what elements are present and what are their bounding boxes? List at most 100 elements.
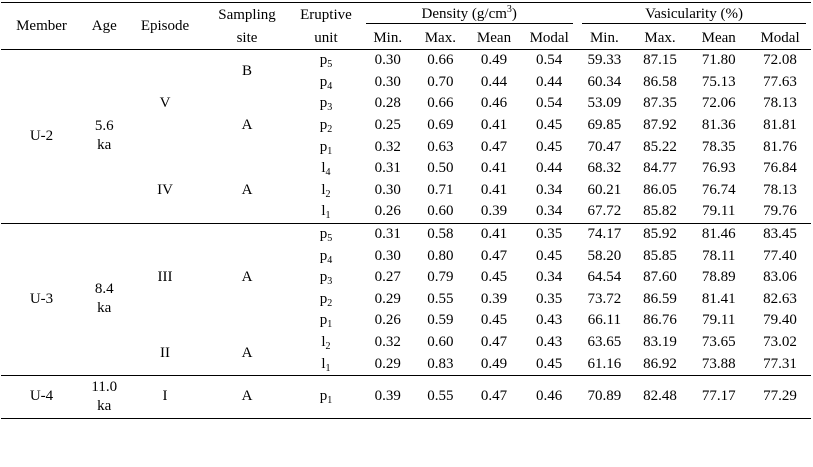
vesicularity-min-cell: 63.65 — [587, 334, 622, 351]
vesicularity-modal-cell: 77.31 — [749, 353, 811, 376]
table-row: l2 0.30 0.71 0.41 0.34 60.21 86.05 76.74 78.13 — [1, 180, 811, 202]
vesicularity-modal-cell: 78.13 — [763, 181, 797, 198]
eruptive-unit-cell: p3 — [319, 95, 333, 114]
header-age: Age — [81, 2, 127, 50]
density-min-cell: 0.28 — [374, 95, 401, 112]
density-modal-cell: 0.34 — [521, 201, 578, 224]
vesicularity-modal-cell: 79.40 — [763, 312, 797, 329]
density-min-cell: 0.32 — [374, 334, 401, 351]
density-mean-cell: 0.49 — [466, 353, 522, 376]
density-max-cell: 0.50 — [427, 160, 454, 177]
table-row: p3 0.27 0.79 0.45 0.34 64.54 87.60 78.89 83.06 — [1, 267, 811, 289]
density-max-cell: 0.63 — [427, 138, 454, 155]
density-min-cell: 0.25 — [374, 117, 401, 134]
vesicularity-max-cell: 85.85 — [643, 247, 677, 264]
density-min-cell: 0.26 — [361, 201, 415, 224]
vesicularity-mean-cell: 81.36 — [701, 117, 736, 134]
vesicularity-max-cell: 86.05 — [643, 181, 677, 198]
density-min-cell: 0.30 — [374, 73, 401, 90]
vesicularity-max-cell: 85.92 — [643, 226, 677, 243]
vesicularity-max-cell: 86.59 — [643, 290, 677, 307]
eruptive-unit-cell: p2 — [319, 117, 333, 136]
density-mean-cell: 0.47 — [480, 138, 508, 155]
density-modal-cell: 0.35 — [536, 226, 563, 243]
density-modal-cell: 0.44 — [536, 160, 563, 177]
density-min-cell: 0.26 — [374, 312, 401, 329]
density-max-cell: 0.66 — [427, 52, 454, 69]
header-density-max: Max. — [414, 27, 467, 50]
header-eruptive-unit-line2: unit — [290, 27, 362, 50]
vesicularity-mean-cell: 81.41 — [701, 290, 736, 307]
vesicularity-max-cell: 87.60 — [643, 269, 677, 286]
vesicularity-mean-cell: 71.80 — [701, 52, 736, 69]
vesicularity-max-cell: 86.92 — [631, 353, 689, 376]
vesicularity-min-cell: 64.54 — [587, 269, 622, 286]
vesicularity-mean-cell: 73.65 — [701, 334, 736, 351]
vesicularity-max-cell: 85.82 — [631, 201, 689, 224]
table-row: U-2 5.6 ka V B p5 0.30 0.66 0.49 0.54 59.33 87.… — [1, 49, 811, 224]
table-row: p1 0.32 0.63 0.47 0.45 70.47 85.22 78.35 81.76 — [1, 136, 811, 158]
vesicularity-mean-cell: 76.93 — [701, 160, 736, 177]
density-modal-cell: 0.43 — [536, 334, 563, 351]
density-max-cell: 0.83 — [414, 353, 467, 376]
vesicularity-mean-cell: 72.06 — [701, 95, 736, 112]
vesicularity-modal-cell: 77.40 — [763, 247, 797, 264]
density-mean-cell: 0.49 — [480, 52, 508, 69]
vesicularity-min-cell: 60.21 — [587, 181, 622, 198]
vesicularity-modal-cell: 81.81 — [763, 117, 797, 134]
header-eruptive-unit-line1: Eruptive — [290, 2, 362, 27]
vesicularity-min-cell: 67.72 — [577, 201, 632, 224]
episode-cell: V — [159, 95, 171, 112]
density-max-cell: 0.80 — [427, 247, 454, 264]
vesicularity-min-cell: 59.33 — [587, 52, 622, 69]
vesicularity-min-cell: 70.89 — [577, 375, 632, 419]
table-row: p2 0.29 0.55 0.39 0.35 73.72 86.59 81.41 82.63 — [1, 289, 811, 311]
vesicularity-mean-cell: 75.13 — [701, 73, 736, 90]
density-max-cell: 0.59 — [427, 312, 454, 329]
table-row: l1 0.26 0.60 0.39 0.34 67.72 85.82 79.11 79.76 — [1, 201, 811, 224]
vesicularity-min-cell: 60.34 — [587, 73, 622, 90]
eruptive-unit-cell: p1 — [319, 138, 333, 157]
table-row: II A l2 0.32 0.60 0.47 0.43 63.65 83.19 73.65 73… — [1, 331, 811, 376]
episode-cell: III — [157, 269, 173, 286]
vesicularity-min-cell: 73.72 — [587, 290, 622, 307]
vesicularity-min-cell: 58.20 — [587, 247, 622, 264]
member-cell: U-4 — [1, 375, 82, 419]
density-mean-cell: 0.47 — [480, 247, 508, 264]
eruptive-unit-cell: p4 — [319, 247, 333, 266]
member-cell: U-2 — [1, 49, 82, 224]
eruptive-unit-cell: p3 — [319, 269, 333, 288]
site-cell: A — [203, 157, 291, 224]
vesicularity-mean-cell: 79.11 — [688, 201, 750, 224]
density-mean-cell: 0.39 — [466, 201, 522, 224]
density-min-cell: 0.29 — [361, 353, 415, 376]
age-cell: 5.6 ka — [81, 49, 127, 224]
density-mean-cell: 0.41 — [480, 160, 508, 177]
density-modal-cell: 0.54 — [536, 52, 563, 69]
density-max-cell: 0.60 — [414, 201, 467, 224]
density-max-cell: 0.58 — [427, 226, 454, 243]
density-modal-cell: 0.54 — [536, 95, 563, 112]
vesicularity-modal-cell: 78.13 — [763, 95, 797, 112]
density-modal-cell: 0.34 — [536, 269, 563, 286]
table-row: l1 0.29 0.83 0.49 0.45 61.16 86.92 73.88 77.31 — [1, 353, 811, 376]
header-sampling-site-line2: site — [203, 27, 291, 50]
density-min-cell: 0.31 — [374, 226, 401, 243]
table-row: A p3 0.28 0.66 0.46 0.54 53.09 87.35 72.06 78.13 — [1, 93, 811, 133]
vesicularity-mean-cell: 77.17 — [688, 375, 750, 419]
density-min-cell: 0.27 — [374, 269, 401, 286]
vesicularity-modal-cell: 83.45 — [763, 226, 797, 243]
header-vesicularity-modal: Modal — [749, 27, 811, 50]
site-cell: A — [241, 117, 253, 134]
vesicularity-mean-cell: 73.88 — [688, 353, 750, 376]
vesicularity-max-cell: 83.19 — [643, 334, 677, 351]
density-max-cell: 0.60 — [427, 334, 454, 351]
vesicularity-min-cell: 66.11 — [587, 312, 621, 329]
header-vesicularity-max: Max. — [631, 27, 689, 50]
density-modal-cell: 0.46 — [521, 375, 578, 419]
table-row: U-3 8.4 ka III A p5 0.31 0.58 0.41 0.35 74.17 8… — [1, 223, 811, 376]
density-mean-cell: 0.39 — [480, 290, 508, 307]
table-row: p4 0.30 0.80 0.47 0.45 58.20 85.85 78.11 77.40 — [1, 245, 811, 267]
vesicularity-max-cell: 85.22 — [643, 138, 677, 155]
data-table: Member Age Episode Sampling Eruptive Den… — [1, 2, 811, 419]
